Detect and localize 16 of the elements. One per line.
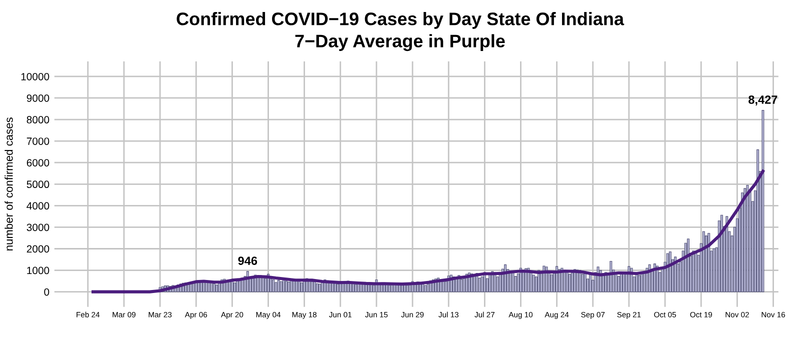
y-tick-label: 1000 (27, 266, 50, 274)
y-axis-title: number of confirmed cases (4, 118, 13, 250)
chart-subtitle: 7−Day Average in Purple (295, 34, 505, 52)
chart-title: Confirmed COVID−19 Cases by Day State Of Indiana (176, 12, 624, 29)
y-tick-label: 8000 (26, 116, 50, 124)
y-tick-label: 5000 (26, 180, 50, 188)
annotation: 8,427 (748, 95, 778, 106)
y-tick-label: 9000 (26, 94, 50, 102)
y-tick-label: 0 (44, 288, 50, 296)
y-tick-label: 7000 (26, 138, 50, 145)
y-tick-label: 3000 (26, 224, 50, 232)
annotation: 946 (238, 256, 258, 265)
y-tick-label: 10000 (21, 72, 50, 80)
y-tick-label: 6000 (26, 159, 50, 166)
y-tick-label: 4000 (26, 202, 50, 210)
y-tick-label: 2000 (26, 245, 50, 253)
